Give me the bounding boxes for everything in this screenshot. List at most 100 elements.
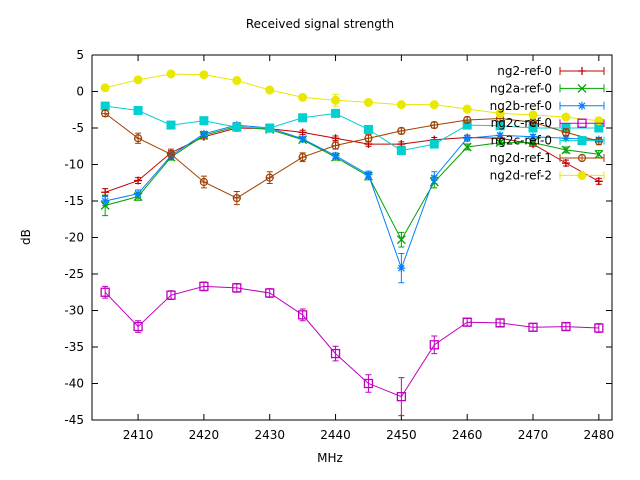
legend: ng2-ref-0 ng2a-ref-0 ng2b-ref-0 ng2c-ref-0 n… (490, 64, 605, 182)
data-point (429, 139, 439, 149)
error-bar (365, 374, 372, 393)
data-point (463, 115, 472, 124)
error-bar (431, 335, 438, 355)
data-point (331, 95, 341, 105)
data-point (331, 108, 341, 118)
data-point (101, 109, 110, 118)
data-point (529, 118, 538, 127)
series-line (104, 285, 599, 398)
data-point (528, 322, 538, 332)
data-point (265, 123, 275, 133)
data-point (331, 151, 340, 160)
data-point (232, 283, 242, 293)
data-point (134, 176, 143, 185)
data-point (134, 189, 143, 198)
axes-frame (91, 54, 613, 421)
x-tick-label: 2410 (123, 428, 154, 442)
error-bar (398, 377, 405, 417)
data-point (594, 149, 604, 159)
data-point (561, 134, 570, 143)
data-point (166, 120, 176, 130)
data-point (166, 69, 176, 79)
data-point (396, 235, 406, 245)
data-point (462, 317, 472, 327)
data-point (297, 310, 308, 320)
y-tick-label: -20 (64, 231, 84, 245)
data-point (594, 137, 603, 146)
data-point (463, 134, 472, 143)
data-point (133, 75, 143, 85)
data-point (101, 197, 110, 205)
error-bar (167, 290, 174, 301)
data-point (232, 76, 242, 86)
data-point (594, 323, 604, 333)
legend-marker-0 (578, 67, 586, 75)
x-tick-label: 2470 (518, 428, 549, 442)
y-tick-label: -35 (64, 340, 84, 354)
data-point (199, 70, 209, 80)
y-tick-label: -45 (64, 413, 84, 427)
series-layer (100, 69, 604, 417)
x-tick-label: 2450 (386, 428, 417, 442)
series-3 (100, 281, 604, 417)
data-point (265, 173, 274, 182)
data-point (561, 128, 570, 137)
y-tick-label: 5 (76, 48, 84, 62)
data-point (529, 132, 538, 141)
data-point (199, 281, 209, 292)
data-point (134, 134, 143, 143)
labels-layer: 5 0 -5 -10 -15 -20 -25 -30 -35 -40 -45 2410 2420 2430… (19, 17, 614, 465)
data-point (397, 126, 406, 135)
data-point (363, 124, 373, 134)
y-axis-label: dB (19, 229, 33, 245)
data-point (133, 105, 143, 115)
y-tick-label: -10 (64, 158, 84, 172)
data-point (429, 340, 439, 350)
data-point (100, 287, 110, 297)
data-point (397, 264, 406, 273)
legend-label-0: ng2-ref-0 (497, 64, 552, 78)
x-tick-label: 2420 (189, 428, 220, 442)
data-point (298, 134, 307, 143)
data-point (496, 131, 505, 140)
data-point (561, 145, 571, 155)
data-point (199, 178, 208, 187)
x-tick-label: 2440 (320, 428, 351, 442)
data-point (199, 129, 208, 138)
data-point (199, 116, 209, 126)
x-axis-label: MHz (317, 451, 343, 465)
data-point (331, 134, 340, 143)
chart-title: Received signal strength (246, 17, 394, 31)
data-point (462, 142, 472, 152)
data-point (430, 173, 439, 182)
series-line (105, 124, 599, 270)
data-point (594, 177, 603, 186)
data-point (298, 153, 307, 162)
legend-label-6: ng2d-ref-2 (490, 168, 552, 182)
data-point (166, 290, 176, 300)
data-point (495, 318, 505, 328)
series-line (105, 125, 599, 241)
legend-marker-3 (577, 118, 587, 128)
series-line (104, 113, 599, 199)
data-point (331, 141, 340, 150)
data-point (232, 194, 241, 203)
legend-marker-5 (578, 154, 586, 162)
legend-label-1: ng2a-ref-0 (490, 81, 552, 95)
data-point (396, 146, 406, 156)
data-point (364, 134, 373, 143)
data-point (561, 159, 570, 168)
x-tick-label: 2480 (584, 428, 615, 442)
data-point (561, 112, 571, 122)
y-tick-label: -15 (64, 194, 84, 208)
x-tick-label: 2430 (254, 428, 285, 442)
legend-marker-4 (577, 136, 587, 146)
data-point (133, 321, 143, 332)
legend-label-3: ng2c-ref-0 (491, 116, 552, 130)
data-point (561, 321, 571, 332)
x-tick-label: 2460 (452, 428, 483, 442)
legend-label-2: ng2b-ref-0 (490, 99, 552, 113)
y-tick-label: -30 (64, 304, 84, 318)
data-point (363, 378, 374, 389)
data-point (166, 150, 175, 159)
